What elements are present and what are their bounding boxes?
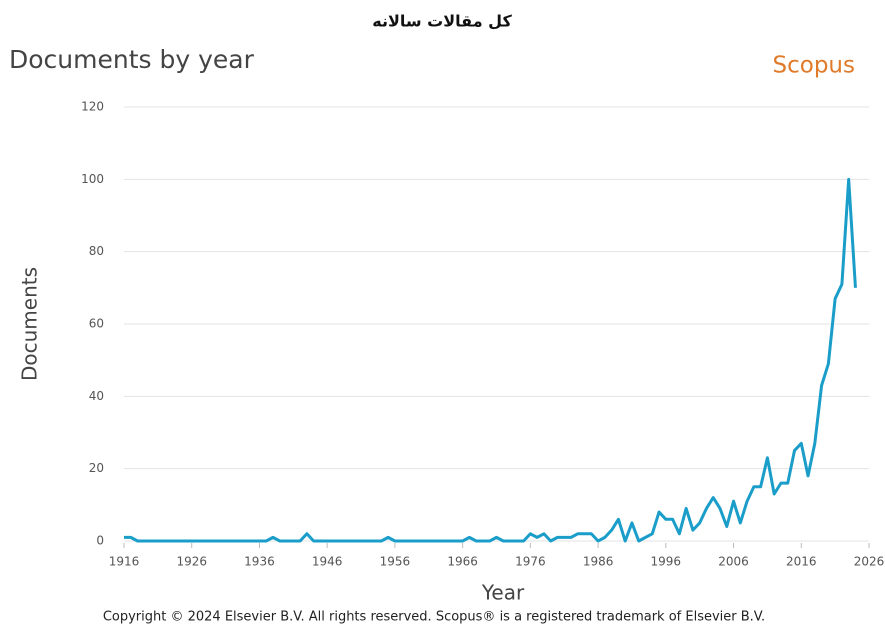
x-tick-label: 1916 [109, 555, 140, 569]
y-tick-label: 0 [96, 534, 104, 548]
x-tick-label: 1946 [312, 555, 343, 569]
x-tick-label: 1966 [447, 555, 478, 569]
y-tick-label: 20 [89, 461, 104, 475]
y-tick-label: 80 [89, 244, 104, 258]
x-tick-label: 2016 [786, 555, 817, 569]
x-tick-label: 1986 [583, 555, 614, 569]
y-tick-label: 120 [81, 100, 104, 114]
chart-title: Documents by year [9, 45, 255, 74]
brand: Scopus [773, 53, 855, 79]
header: كل مقالات سالانه [372, 12, 512, 31]
data-line [124, 177, 857, 543]
footer: Copyright © 2024 Elsevier B.V. All right… [103, 610, 765, 625]
x-tick-label: 2006 [718, 555, 749, 569]
y-tick-label: 100 [81, 172, 104, 186]
y-axis-label: Documents [18, 267, 42, 381]
x-tick-label: 1996 [651, 555, 682, 569]
x-tick-label: 2026 [854, 555, 885, 569]
y-tick-label: 40 [89, 389, 104, 403]
x-tick-label: 1936 [244, 555, 275, 569]
x-tick-label: 1956 [380, 555, 411, 569]
x-tick-label: 1926 [176, 555, 207, 569]
x-tick-label: 1976 [515, 555, 546, 569]
y-tick-label: 60 [89, 317, 104, 331]
x-axis-label: Year [481, 581, 525, 605]
